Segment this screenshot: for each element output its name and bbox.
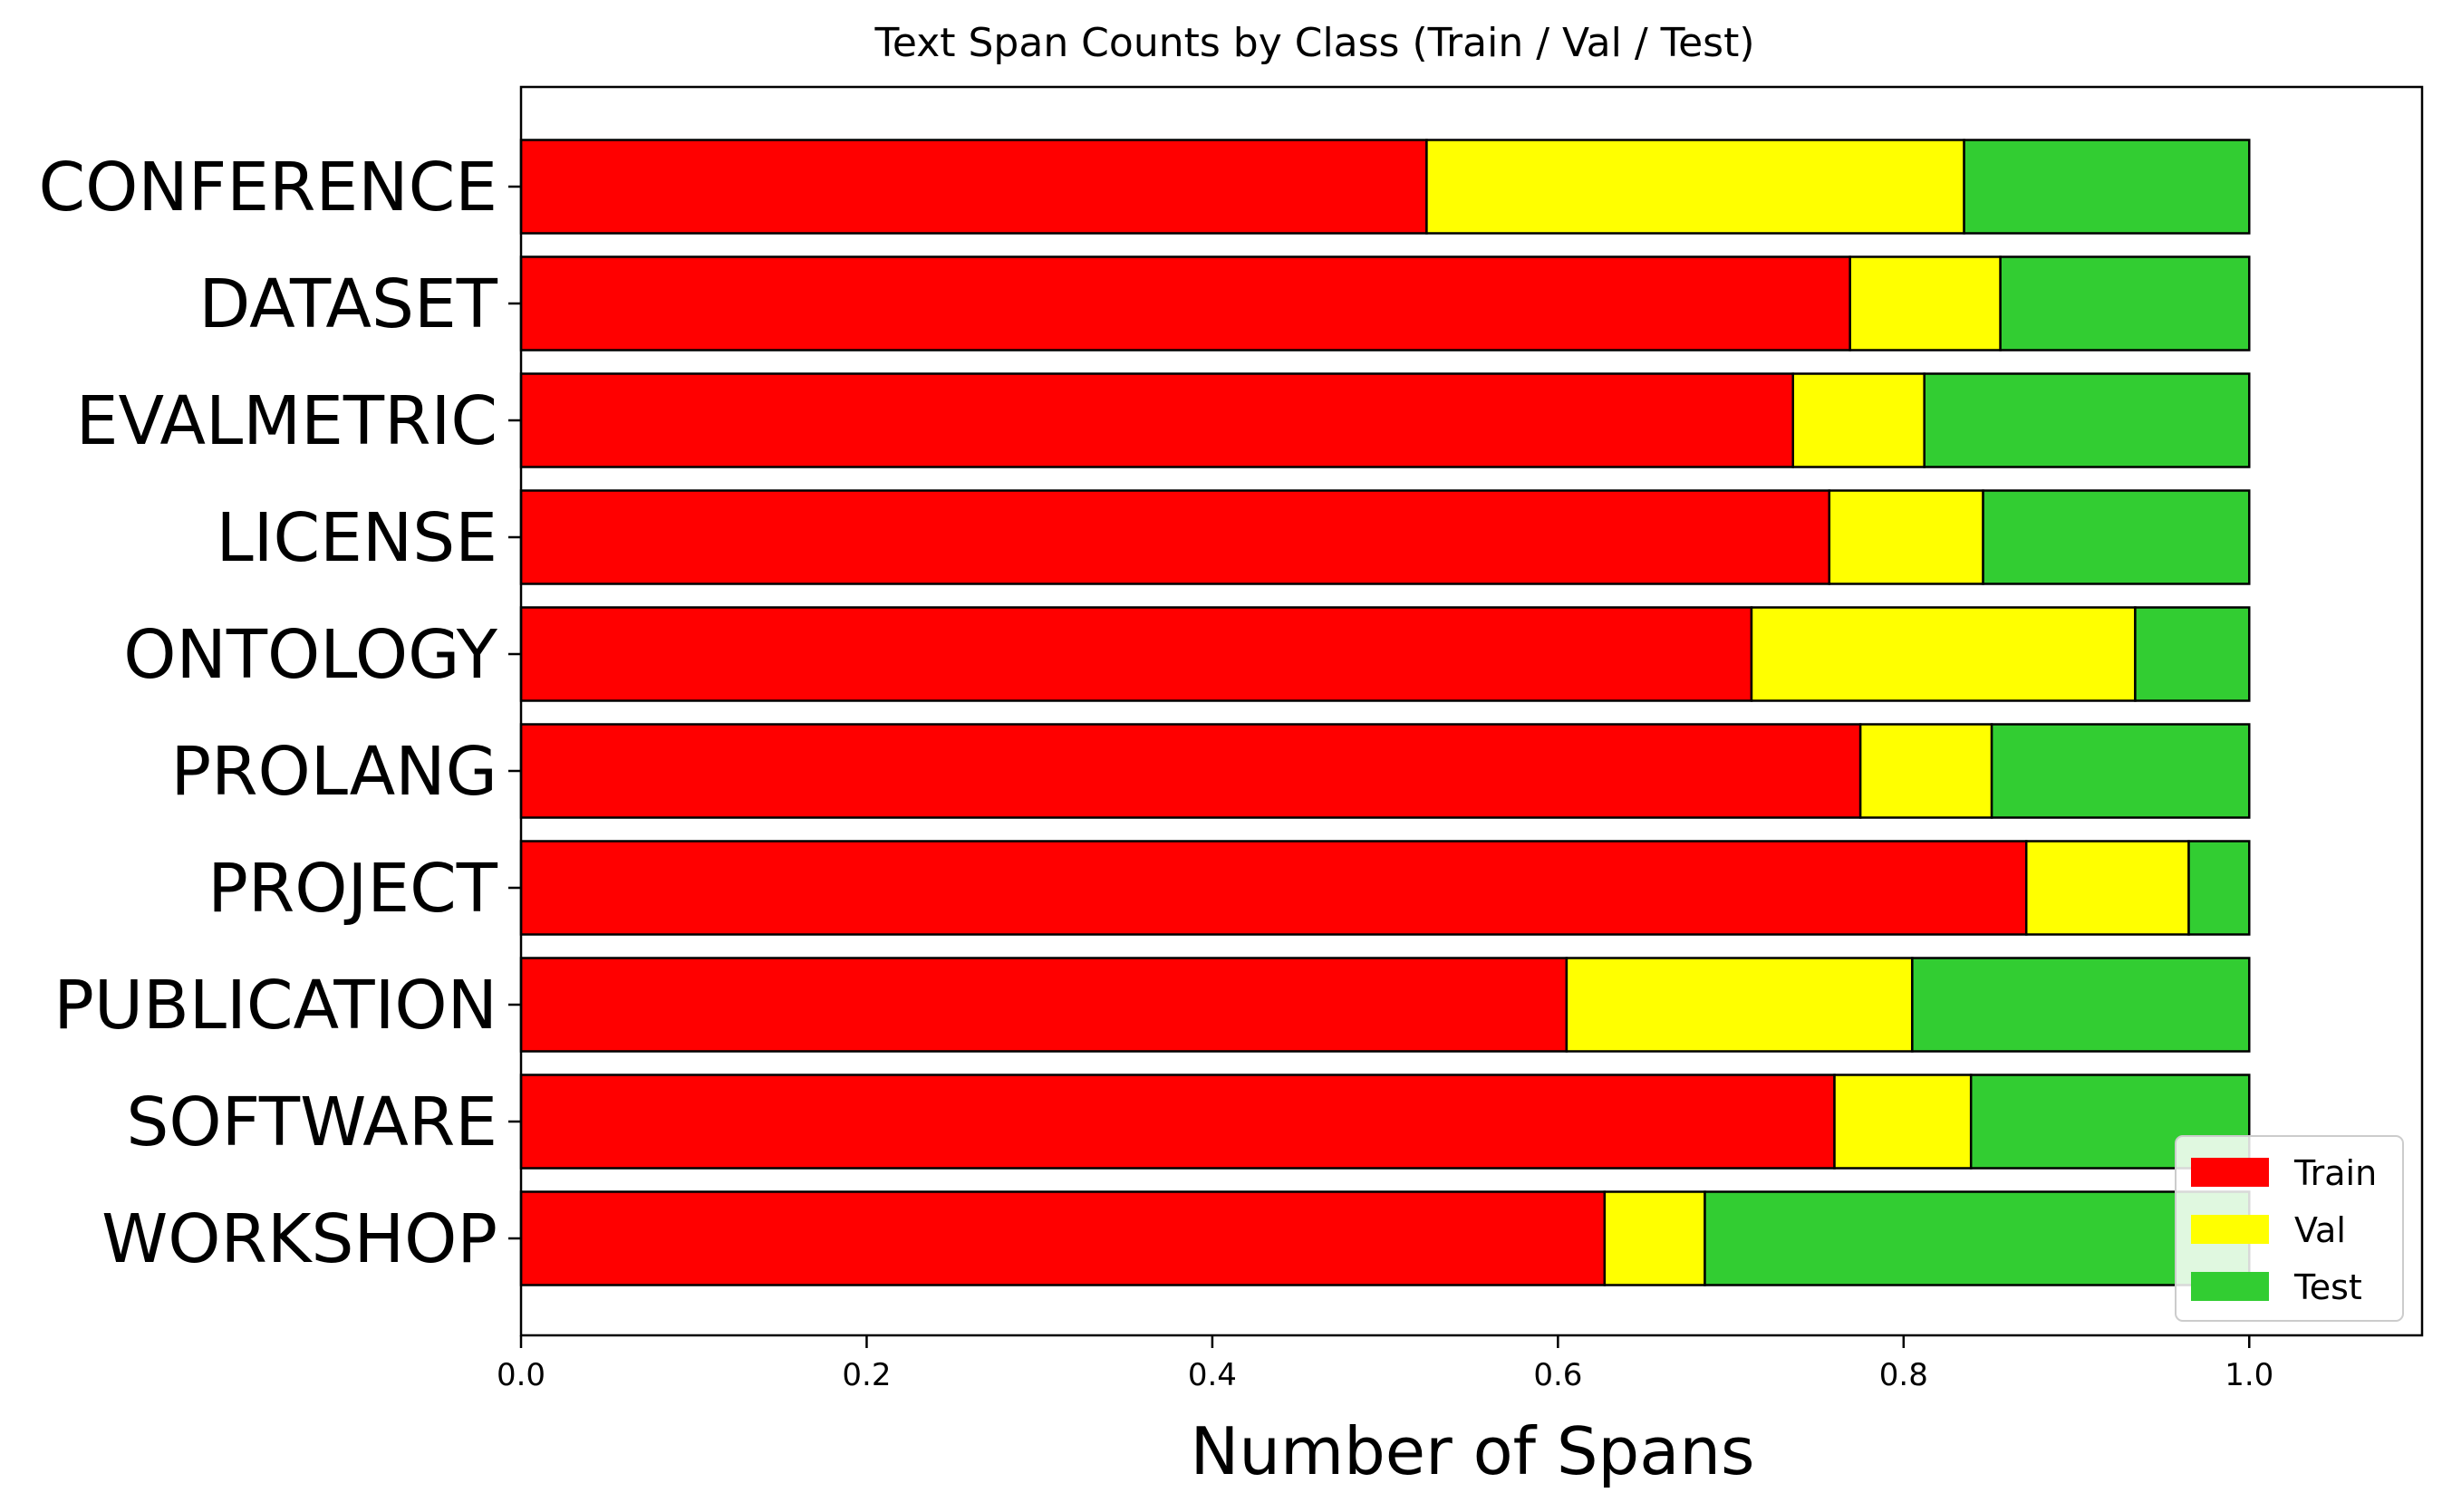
bar-val-workshop [1603, 1190, 1706, 1286]
bar-val-ontology [1750, 606, 2137, 702]
legend-swatch-val [2191, 1215, 2269, 1244]
bar-train-dataset [519, 255, 1851, 352]
legend-label-val: Val [2294, 1210, 2346, 1250]
bar-val-license [1828, 489, 1984, 585]
legend: Train Val Test [2175, 1135, 2404, 1322]
x-tick-label: 0.2 [842, 1357, 891, 1393]
x-tick-label: 0.4 [1188, 1357, 1237, 1393]
bar-test-license [1982, 489, 2251, 585]
legend-swatch-test [2191, 1272, 2269, 1301]
x-tick-label: 0.6 [1533, 1357, 1582, 1393]
y-tick-label: PROLANG [170, 733, 497, 811]
bar-train-license [519, 489, 1831, 585]
bar-test-workshop [1704, 1190, 2251, 1286]
y-axis: CONFERENCE DATASET EVALMETRIC LICENSE ONTOLO… [38, 149, 521, 1278]
x-tick-label: 0.0 [497, 1357, 545, 1393]
bars-group [519, 139, 2251, 1286]
bar-train-evalmetric [519, 372, 1795, 468]
y-tick-label: LICENSE [216, 499, 497, 577]
y-tick-label: WORKSHOP [101, 1200, 497, 1278]
chart-title: Text Span Counts by Class (Train / Val /… [874, 20, 1755, 66]
bar-val-conference [1425, 139, 1965, 235]
y-tick-label: PUBLICATION [53, 967, 497, 1045]
bar-test-dataset [1999, 255, 2251, 352]
bar-val-dataset [1848, 255, 2002, 352]
bar-test-project [2187, 840, 2251, 936]
legend-swatch-train [2191, 1158, 2269, 1187]
bar-test-evalmetric [1923, 372, 2251, 468]
y-tick-label: PROJECT [208, 850, 498, 928]
bar-train-workshop [519, 1190, 1607, 1286]
bar-train-software [519, 1074, 1836, 1170]
bar-val-prolang [1858, 723, 1993, 819]
bar-train-project [519, 840, 2028, 936]
legend-label-test: Test [2293, 1267, 2362, 1307]
bar-train-ontology [519, 606, 1753, 702]
x-axis-label: Number of Spans [1190, 1413, 1754, 1489]
bar-train-conference [519, 139, 1428, 235]
y-tick-label: CONFERENCE [38, 149, 497, 226]
legend-label-train: Train [2293, 1153, 2377, 1193]
y-tick-label: SOFTWARE [126, 1083, 497, 1161]
bar-test-ontology [2134, 606, 2251, 702]
bar-test-publication [1911, 957, 2251, 1053]
x-tick-label: 1.0 [2225, 1357, 2273, 1393]
plot-frame [519, 85, 2424, 1337]
x-axis: 0.0 0.2 0.4 0.6 0.8 1.0 [497, 1335, 2273, 1393]
bar-test-prolang [1990, 723, 2251, 819]
bar-val-project [2024, 840, 2190, 936]
bar-train-prolang [519, 723, 1862, 819]
bar-val-publication [1565, 957, 1914, 1053]
x-tick-label: 0.8 [1879, 1357, 1928, 1393]
bar-val-software [1833, 1074, 1973, 1170]
y-tick-label: ONTOLOGY [123, 616, 498, 694]
bar-train-publication [519, 957, 1568, 1053]
y-tick-label: EVALMETRIC [76, 382, 497, 460]
bar-test-conference [1963, 139, 2251, 235]
y-tick-label: DATASET [198, 265, 497, 343]
bar-val-evalmetric [1791, 372, 1926, 468]
